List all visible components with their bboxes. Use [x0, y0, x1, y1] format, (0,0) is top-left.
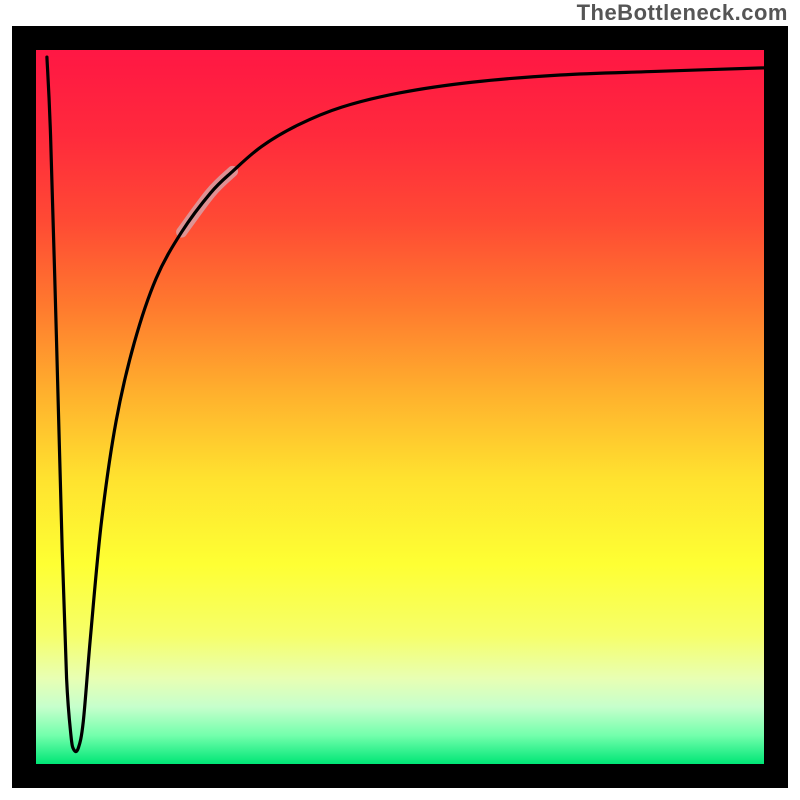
bottleneck-chart-container: TheBottleneck.com [0, 0, 800, 800]
plot-background [36, 50, 764, 764]
bottleneck-chart [0, 0, 800, 800]
